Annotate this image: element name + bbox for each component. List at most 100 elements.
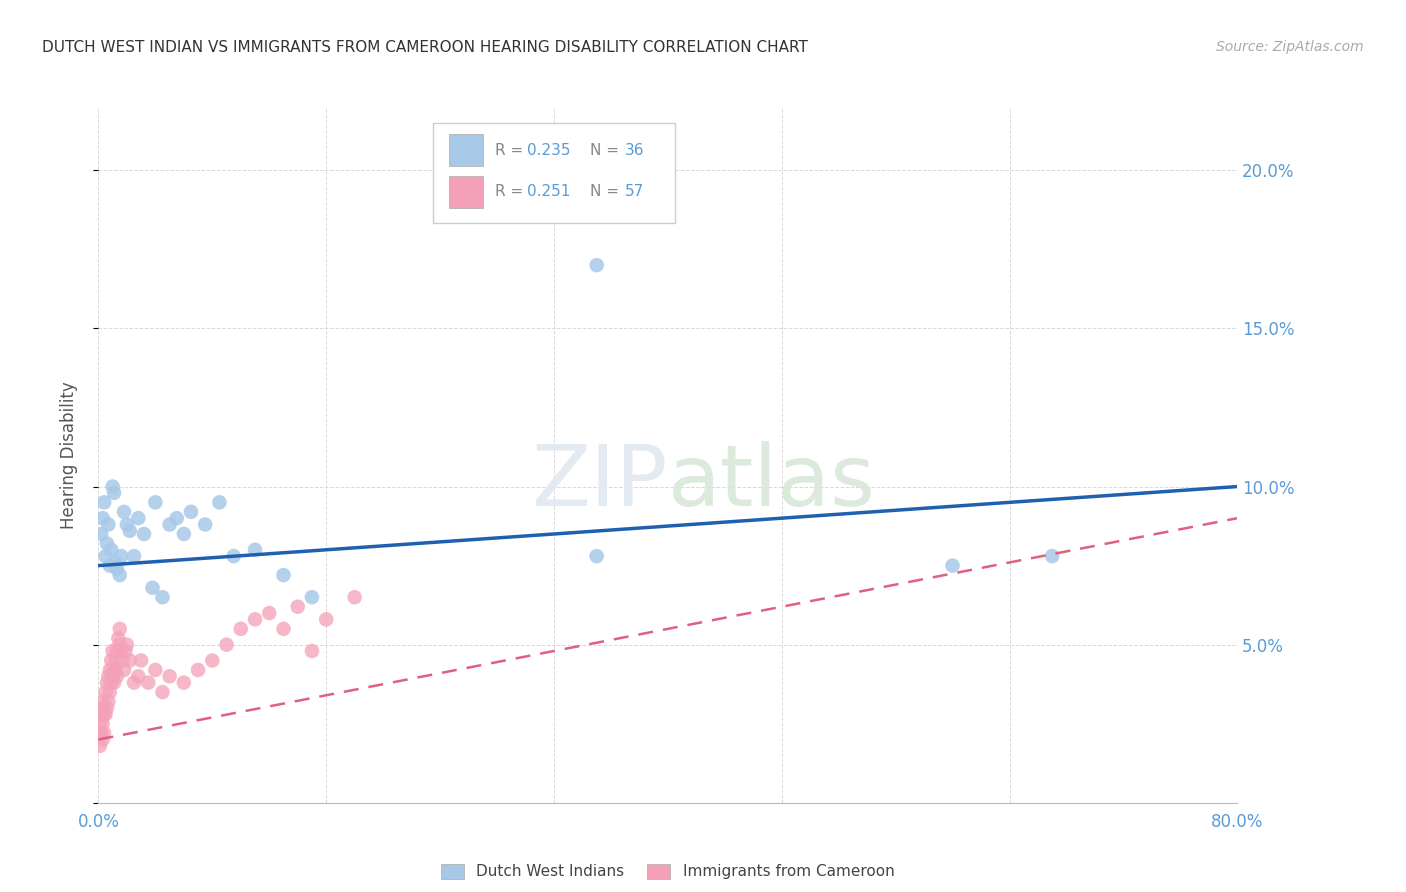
Point xyxy=(1040,549,1063,563)
Point xyxy=(127,511,149,525)
Point xyxy=(585,549,607,563)
Point xyxy=(942,558,965,573)
Point xyxy=(152,591,174,605)
Point xyxy=(101,479,124,493)
Point xyxy=(108,622,131,636)
Text: 0.235: 0.235 xyxy=(527,143,569,158)
Point xyxy=(112,505,135,519)
Point xyxy=(585,258,607,272)
Point xyxy=(90,707,112,722)
Point xyxy=(343,591,366,605)
Point xyxy=(98,663,121,677)
Point xyxy=(173,675,195,690)
Point xyxy=(301,644,323,658)
Point xyxy=(101,669,124,683)
Point xyxy=(94,685,117,699)
Point xyxy=(166,511,188,525)
Point xyxy=(136,675,159,690)
Point xyxy=(115,638,138,652)
Point xyxy=(97,517,120,532)
Point xyxy=(229,622,252,636)
Point xyxy=(94,549,117,563)
Point xyxy=(97,695,120,709)
Point xyxy=(104,653,127,667)
Point xyxy=(111,653,134,667)
Point xyxy=(287,599,309,614)
Point xyxy=(105,562,128,576)
Point xyxy=(91,511,114,525)
Point xyxy=(93,707,115,722)
Point xyxy=(98,685,121,699)
Point xyxy=(112,663,135,677)
Point xyxy=(89,739,111,753)
Point xyxy=(114,644,136,658)
Point xyxy=(96,701,118,715)
Point xyxy=(110,549,132,563)
Point xyxy=(273,568,295,582)
Point xyxy=(315,612,337,626)
Point xyxy=(110,644,132,658)
Point xyxy=(115,517,138,532)
Text: N =: N = xyxy=(591,143,624,158)
Point xyxy=(91,695,114,709)
Text: ZIP: ZIP xyxy=(531,442,668,524)
Point xyxy=(96,536,118,550)
Text: DUTCH WEST INDIAN VS IMMIGRANTS FROM CAMEROON HEARING DISABILITY CORRELATION CHA: DUTCH WEST INDIAN VS IMMIGRANTS FROM CAM… xyxy=(42,40,808,55)
Text: N =: N = xyxy=(591,184,624,199)
Text: 36: 36 xyxy=(624,143,644,158)
Text: R =: R = xyxy=(495,143,527,158)
Point xyxy=(180,505,202,519)
Point xyxy=(122,675,145,690)
Point xyxy=(122,549,145,563)
Point xyxy=(259,606,281,620)
Point xyxy=(90,527,112,541)
Point xyxy=(141,581,163,595)
Point xyxy=(222,549,245,563)
Point xyxy=(105,644,128,658)
Point xyxy=(100,542,122,557)
Point xyxy=(94,707,117,722)
Point xyxy=(98,558,121,573)
Point xyxy=(97,669,120,683)
Point xyxy=(103,663,125,677)
Point xyxy=(105,669,128,683)
Point xyxy=(90,726,112,740)
Point xyxy=(243,612,266,626)
Point xyxy=(118,524,141,538)
Point xyxy=(129,653,152,667)
Text: atlas: atlas xyxy=(668,442,876,524)
Point xyxy=(273,622,295,636)
Point xyxy=(243,542,266,557)
Point xyxy=(89,716,111,731)
Point xyxy=(127,669,149,683)
Point xyxy=(108,638,131,652)
Point xyxy=(201,653,224,667)
Point xyxy=(101,644,124,658)
Point xyxy=(90,701,112,715)
Point xyxy=(145,663,167,677)
Point xyxy=(173,527,195,541)
Point xyxy=(159,669,181,683)
Point xyxy=(208,495,231,509)
Point xyxy=(96,675,118,690)
Point xyxy=(100,675,122,690)
Point xyxy=(187,663,209,677)
Point xyxy=(132,527,155,541)
Y-axis label: Hearing Disability: Hearing Disability xyxy=(59,381,77,529)
Point xyxy=(152,685,174,699)
Point xyxy=(194,517,217,532)
Point xyxy=(100,653,122,667)
Point xyxy=(91,716,114,731)
Legend: Dutch West Indians, Immigrants from Cameroon: Dutch West Indians, Immigrants from Came… xyxy=(436,857,900,886)
Point xyxy=(118,653,141,667)
Text: 57: 57 xyxy=(624,184,644,199)
Point xyxy=(107,632,129,646)
Point xyxy=(108,568,131,582)
Point xyxy=(159,517,181,532)
Point xyxy=(93,726,115,740)
Point xyxy=(91,732,114,747)
Point xyxy=(301,591,323,605)
Text: 0.251: 0.251 xyxy=(527,184,569,199)
Point xyxy=(89,726,111,740)
Point xyxy=(215,638,238,652)
